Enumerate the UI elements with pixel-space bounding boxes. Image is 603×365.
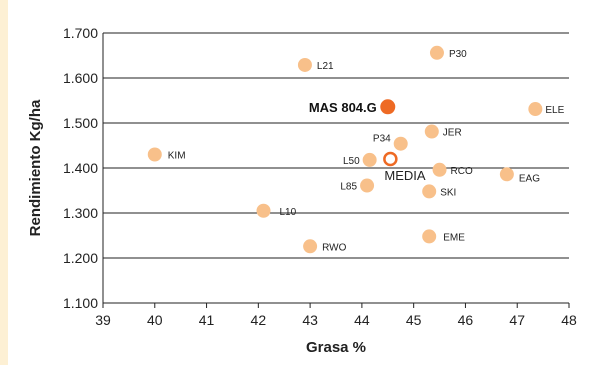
data-point	[499, 167, 514, 182]
y-tick-label: 1.400	[63, 160, 98, 176]
point-label: L10	[280, 207, 297, 218]
data-point	[424, 124, 439, 139]
data-point	[297, 57, 312, 72]
point-label: MEDIA	[384, 168, 426, 183]
point-label: P34	[373, 134, 391, 145]
x-tick-label: 44	[354, 312, 370, 328]
y-tick-label: 1.300	[63, 205, 98, 221]
data-point	[360, 178, 375, 193]
point-label: L21	[317, 61, 334, 72]
y-tick-label: 1.600	[63, 70, 98, 86]
x-tick-label: 46	[458, 312, 474, 328]
y-tick-label: 1.500	[63, 115, 98, 131]
point-label: RCO	[451, 166, 473, 177]
y-tick-label: 1.100	[63, 295, 98, 311]
x-tick-labels: 39 40 41 42 43 44 45 46 47 48	[95, 312, 577, 328]
data-point	[393, 136, 408, 151]
data-points	[147, 45, 543, 254]
x-tick-label: 39	[95, 312, 111, 328]
data-point-highlight	[380, 99, 396, 115]
data-point	[362, 152, 377, 167]
point-label: L85	[340, 182, 357, 193]
x-tick-label: 45	[406, 312, 422, 328]
point-label: RWO	[322, 242, 346, 253]
point-labels: KIM L10 L21 RWO L85 L50 P34 SKI EME JER P30 RCO EAG E…	[168, 49, 565, 254]
x-tick-label: 43	[302, 312, 318, 328]
data-point	[528, 102, 543, 117]
x-tick-label: 42	[251, 312, 267, 328]
y-tick-labels: 1.100 1.200 1.300 1.400 1.500 1.600 1.700	[63, 25, 98, 311]
y-axis-title: Rendimiento Kg/ha	[27, 99, 44, 236]
point-label: JER	[443, 128, 462, 139]
data-point	[256, 203, 271, 218]
x-tick-label: 40	[147, 312, 163, 328]
point-label: MAS 804.G	[309, 100, 377, 115]
data-point	[422, 184, 437, 199]
point-label: P30	[449, 49, 467, 60]
axes	[102, 33, 570, 308]
x-tick-label: 41	[199, 312, 215, 328]
point-label: L50	[343, 156, 360, 167]
point-label: KIM	[168, 151, 186, 162]
point-label: EME	[443, 232, 465, 243]
gridlines	[103, 32, 569, 304]
x-axis-title: Grasa %	[306, 339, 366, 356]
y-tick-label: 1.700	[63, 25, 98, 41]
point-label: SKI	[440, 187, 456, 198]
x-tick-label: 47	[509, 312, 525, 328]
data-point-average	[383, 151, 398, 167]
data-point	[303, 239, 318, 254]
data-point	[422, 229, 437, 244]
y-tick-label: 1.200	[63, 250, 98, 266]
x-tick-label: 48	[561, 312, 577, 328]
data-point	[147, 147, 162, 162]
point-label: ELE	[545, 105, 564, 116]
data-point	[429, 45, 444, 60]
point-label: EAG	[519, 173, 540, 184]
data-point	[432, 162, 447, 177]
